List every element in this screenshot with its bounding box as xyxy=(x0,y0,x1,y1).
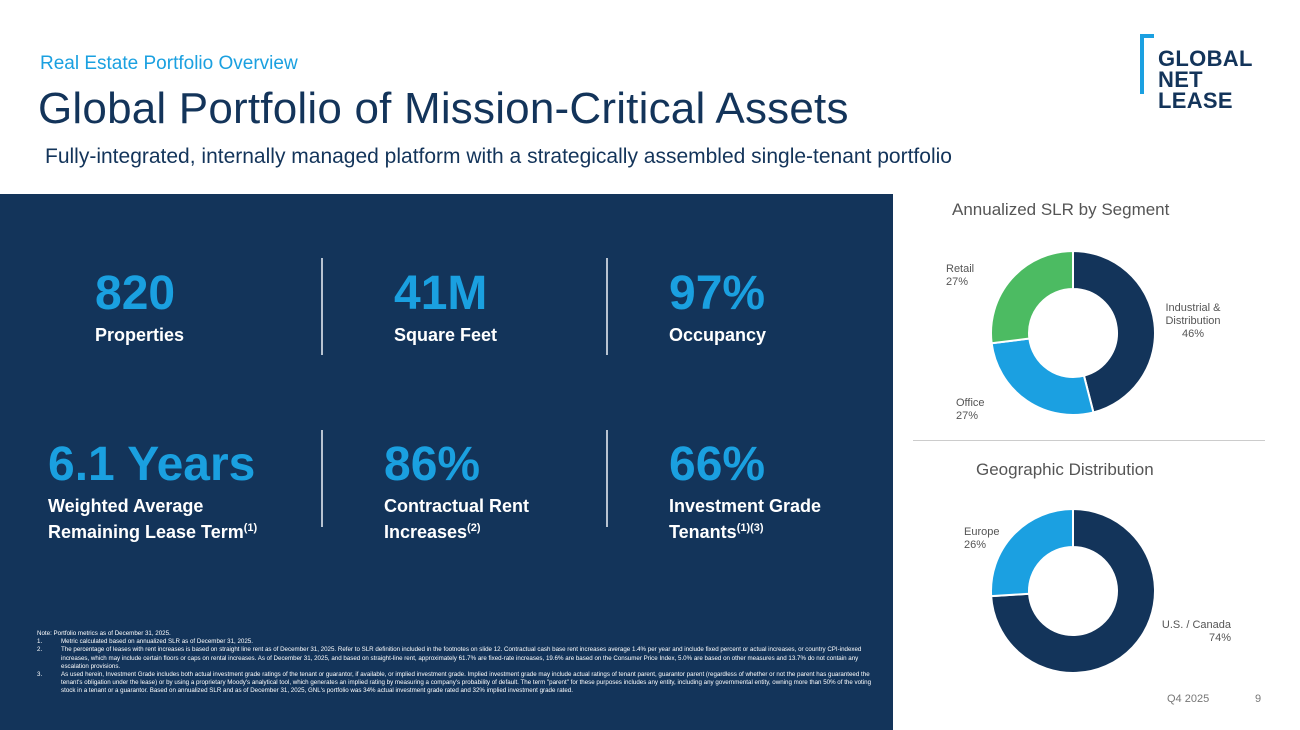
company-logo: GLOBAL NET LEASE xyxy=(1140,34,1270,124)
footnote-text: As used herein, Investment Grade include… xyxy=(61,671,872,695)
logo-accent-bar xyxy=(1140,34,1144,94)
slice-value: 74% xyxy=(1208,632,1231,644)
stat-label-line-1: Weighted Average xyxy=(48,496,204,516)
stat-label: Contractual Rent Increases(2) xyxy=(384,495,529,543)
donut-slice-industrial-distribution xyxy=(1072,249,1156,414)
stat-properties: 820 Properties xyxy=(95,268,184,346)
stat-label-line-1: Contractual Rent xyxy=(384,496,530,516)
slice-value: 26% xyxy=(964,539,987,551)
logo-line-3: LEASE xyxy=(1158,88,1233,113)
chart-separator xyxy=(913,440,1265,441)
slice-label-us-canada: U.S. / Canada 74% xyxy=(1153,619,1231,645)
footnote-number: 3. xyxy=(37,671,43,679)
stat-value: 97% xyxy=(669,267,766,320)
chart-title-geography: Geographic Distribution xyxy=(976,460,1154,479)
logo-line-2: NET xyxy=(1158,67,1203,92)
donut-slice-u-s-canada xyxy=(990,507,1156,674)
footnote-number: 2. xyxy=(37,646,43,654)
page-number: 9 xyxy=(1255,693,1262,705)
slice-value: 46% xyxy=(1181,328,1205,340)
stat-label: Square Feet xyxy=(394,325,498,345)
donut-chart-segment xyxy=(990,249,1156,416)
stat-label: Properties xyxy=(95,325,185,345)
footnote-item: 2. The percentage of leases with rent in… xyxy=(37,646,885,671)
stat-divider xyxy=(321,430,323,527)
chart-title-segment: Annualized SLR by Segment xyxy=(952,200,1170,219)
slice-label-europe: Europe 26% xyxy=(964,526,999,552)
stat-label-line-2: Tenants xyxy=(669,522,737,542)
footnotes: Note: Portfolio metrics as of December 3… xyxy=(37,630,885,696)
stat-divider xyxy=(606,258,608,355)
slice-category: Europe xyxy=(964,526,1000,538)
metrics-panel: 820 Properties 41M Square Feet 97% Occup… xyxy=(0,194,893,730)
stat-label: Occupancy xyxy=(669,325,767,345)
footnote-text: Metric calculated based on annualized SL… xyxy=(61,638,253,646)
page-title: Global Portfolio of Mission-Critical Ass… xyxy=(38,84,849,133)
stat-occupancy: 97% Occupancy xyxy=(669,268,766,346)
slice-label-office: Office 27% xyxy=(956,397,985,423)
footnote-ref: (1) xyxy=(243,522,258,534)
section-eyebrow: Real Estate Portfolio Overview xyxy=(40,53,298,74)
logo-line-1: GLOBAL xyxy=(1158,46,1253,71)
stat-investment-grade: 66% Investment Grade Tenants(1)(3) xyxy=(669,439,821,543)
slice-category: Retail xyxy=(946,263,975,275)
stat-value: 86% xyxy=(384,438,481,491)
stat-label: Weighted Average Remaining Lease Term(1) xyxy=(48,495,257,543)
stat-value: 820 xyxy=(95,267,176,320)
donut-slice-office xyxy=(990,337,1095,416)
stat-value: 66% xyxy=(669,438,766,491)
page-subtitle: Fully-integrated, internally managed pla… xyxy=(45,145,952,168)
slice-value: 27% xyxy=(956,410,979,422)
stat-value: 6.1 Years xyxy=(48,438,256,491)
donut-slice-europe xyxy=(990,507,1074,598)
stat-label-line-2: Increases xyxy=(384,522,468,542)
slice-label-industrial: Industrial & Distribution 46% xyxy=(1162,302,1224,341)
stat-square-feet: 41M Square Feet xyxy=(394,268,497,346)
stat-rent-increases: 86% Contractual Rent Increases(2) xyxy=(384,439,529,543)
stat-value: 41M xyxy=(394,267,488,320)
footnote-note: Note: Portfolio metrics as of December 3… xyxy=(37,630,171,637)
stat-divider xyxy=(606,430,608,527)
donut-chart-geography xyxy=(990,507,1156,674)
stat-label: Investment Grade Tenants(1)(3) xyxy=(669,495,821,543)
donut-slice-retail xyxy=(990,249,1074,345)
slice-category: Office xyxy=(956,397,985,409)
slice-category: U.S. / Canada xyxy=(1161,619,1231,631)
footnote-item: 1. Metric calculated based on annualized… xyxy=(37,638,885,646)
stat-label-line-2: Remaining Lease Term xyxy=(48,522,244,542)
slice-value: 27% xyxy=(946,276,969,288)
footnote-number: 1. xyxy=(37,638,43,646)
stat-label-line-1: Investment Grade xyxy=(669,496,822,516)
stat-divider xyxy=(321,258,323,355)
logo-wordmark: GLOBAL NET LEASE xyxy=(1158,46,1253,113)
footnote-text: The percentage of leases with rent incre… xyxy=(61,646,862,670)
logo-accent-tick xyxy=(1140,34,1154,38)
footnote-item: 3. As used herein, Investment Grade incl… xyxy=(37,671,885,696)
stat-lease-term: 6.1 Years Weighted Average Remaining Lea… xyxy=(48,439,257,543)
slice-label-retail: Retail 27% xyxy=(946,263,974,289)
footer-period: Q4 2025 xyxy=(1167,693,1210,705)
footnote-ref: (1)(3) xyxy=(736,522,764,534)
footnote-ref: (2) xyxy=(467,522,481,534)
